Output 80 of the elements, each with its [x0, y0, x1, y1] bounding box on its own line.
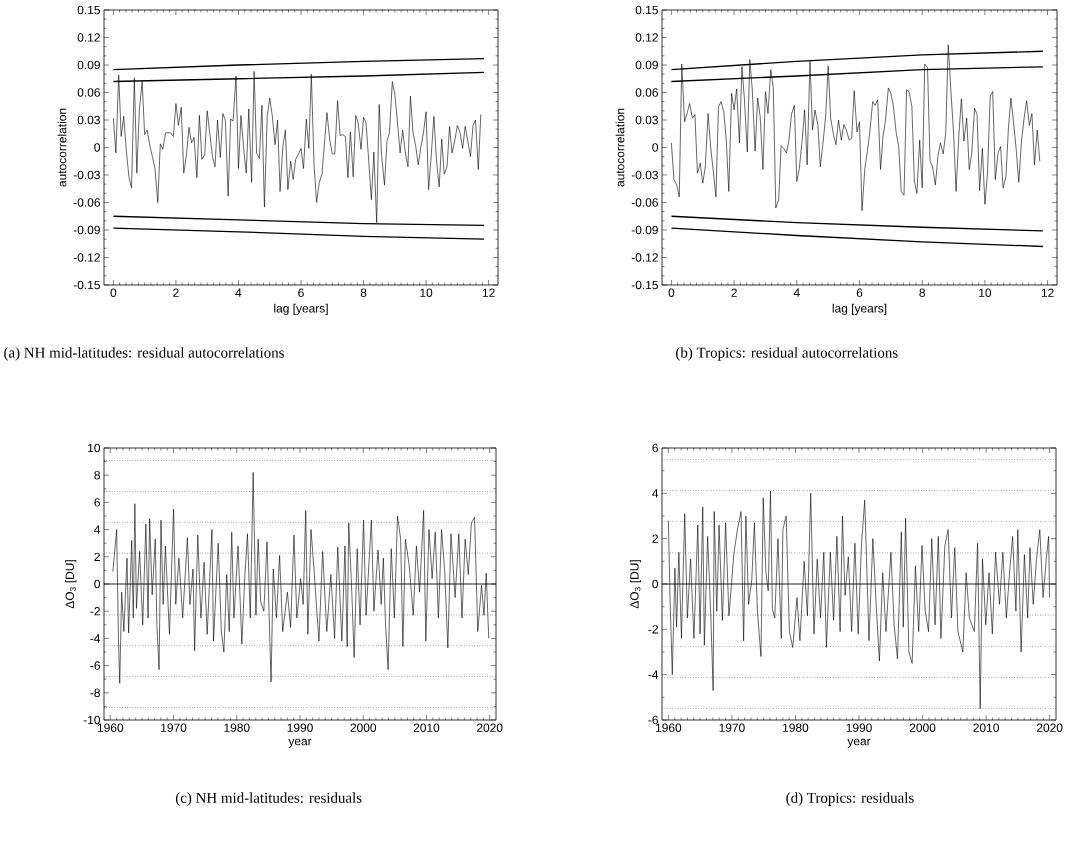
y-axis-title: ΔO$_{3}$ [DU] — [629, 560, 642, 609]
x-tick-label: 1990 — [287, 723, 313, 732]
y-tick-label: -0.15 — [631, 280, 658, 290]
y-tick-label: 0.15 — [77, 5, 100, 15]
y-tick-label: 2 — [652, 534, 658, 543]
x-tick-label: 1960 — [655, 723, 682, 732]
x-tick-label: 4 — [235, 288, 242, 297]
y-tick-label: 0.12 — [635, 33, 658, 42]
x-tick-label: 1980 — [224, 723, 250, 732]
x-tick-label: 12 — [482, 288, 495, 297]
y-tick-label: -6 — [648, 715, 658, 725]
y-tick-label: -0.06 — [73, 198, 100, 207]
x-tick-label: 1970 — [161, 723, 187, 732]
x-tick-label: 4 — [793, 288, 800, 297]
y-tick-label: 0 — [94, 579, 101, 589]
y-tick-label: -2 — [90, 607, 100, 616]
y-tick-label: 0.09 — [635, 60, 658, 70]
x-tick-label: 1970 — [719, 723, 745, 732]
y-tick-label: 6 — [652, 443, 658, 453]
y-tick-label: 0 — [652, 579, 659, 589]
x-axis-title: lag [years] — [832, 303, 887, 315]
y-tick-label: -6 — [90, 661, 100, 670]
x-tick-label: 2000 — [350, 723, 377, 732]
x-tick-label: 2000 — [909, 723, 936, 732]
x-tick-label: 0 — [110, 288, 117, 297]
x-tick-label: 1980 — [783, 723, 809, 732]
y-tick-label: -0.12 — [631, 253, 658, 262]
y-tick-label: -0.03 — [73, 170, 100, 180]
y-tick-label: -0.09 — [73, 225, 100, 235]
y-axis-title: autocorrelation — [615, 108, 625, 187]
y-tick-label: 2 — [94, 552, 100, 561]
x-tick-label: 6 — [856, 288, 863, 297]
y-tick-label: -2 — [648, 625, 658, 634]
y-tick-label: 4 — [94, 525, 101, 534]
y-tick-label: 0.15 — [635, 5, 658, 15]
x-axis-title: year — [288, 738, 312, 748]
x-tick-label: 1990 — [846, 723, 872, 732]
x-tick-label: 2010 — [413, 723, 440, 732]
y-tick-label: 0.06 — [77, 88, 100, 97]
y-tick-label: 8 — [94, 470, 100, 480]
text: (c) NH mid-latitudes: residuals — [175, 792, 362, 806]
y-tick-label: 6 — [94, 498, 100, 507]
x-tick-label: 2 — [173, 288, 179, 297]
y-axis-title: autocorrelation — [57, 108, 67, 187]
x-tick-label: 8 — [360, 288, 367, 297]
y-tick-label: 0.06 — [635, 88, 658, 97]
y-tick-label: 10 — [88, 443, 101, 453]
x-tick-label: 12 — [1041, 288, 1054, 297]
y-tick-label: 0 — [652, 143, 659, 152]
y-tick-label: -0.12 — [73, 253, 100, 262]
x-axis-title: year — [847, 738, 871, 748]
y-tick-label: 4 — [652, 489, 659, 498]
x-tick-label: 8 — [919, 288, 926, 297]
x-tick-label: 10 — [979, 288, 992, 297]
y-tick-label: 0.12 — [77, 33, 100, 42]
text: (d) Tropics: residuals — [786, 792, 914, 806]
x-tick-label: 10 — [420, 288, 433, 297]
x-tick-label: 2020 — [1036, 723, 1063, 732]
y-axis-title: ΔO$_{3}$ [DU] — [65, 560, 77, 609]
y-tick-label: 0.03 — [77, 115, 100, 125]
y-tick-label: -8 — [90, 688, 100, 698]
x-tick-label: 6 — [298, 288, 304, 297]
y-tick-label: -0.03 — [631, 170, 658, 180]
x-axis-title: lag [years] — [274, 303, 328, 315]
x-tick-label: 2010 — [973, 723, 999, 732]
text: (a) NH mid-latitudes: residual autocorrelations — [4, 347, 284, 361]
y-tick-label: -0.15 — [73, 280, 100, 290]
y-tick-label: 0 — [94, 143, 101, 152]
y-tick-label: 0.03 — [635, 115, 658, 125]
y-tick-label: -10 — [83, 715, 101, 725]
x-tick-label: 2020 — [476, 723, 503, 732]
y-tick-label: 0.09 — [77, 60, 100, 70]
y-tick-label: -0.09 — [631, 225, 658, 235]
x-tick-label: 2 — [731, 288, 737, 297]
y-tick-label: -4 — [90, 634, 101, 643]
text: (b) Tropics: residual autocorrelations — [676, 347, 898, 361]
x-tick-label: 0 — [668, 288, 675, 297]
y-tick-label: -0.06 — [631, 198, 658, 207]
y-tick-label: -4 — [648, 670, 659, 679]
x-tick-label: 1960 — [97, 723, 124, 732]
